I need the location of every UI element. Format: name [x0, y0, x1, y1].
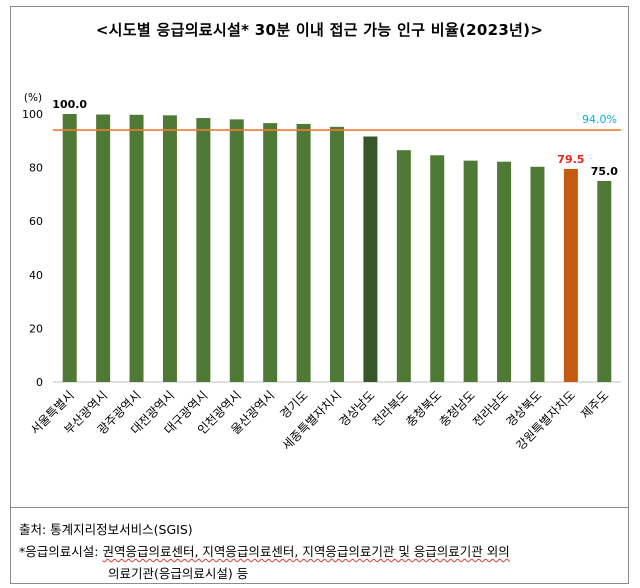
y-tick-label: 100: [22, 108, 43, 121]
bar: [463, 160, 478, 382]
bar: [296, 123, 311, 382]
bar: [563, 168, 578, 382]
footnote-line-1: 권역응급의료센터, 지역응급의료센터, 지역응급의료기관 및 응급의료기관 외의: [102, 544, 510, 559]
notes: 출처: 통계지리정보서비스(SGIS) *응급의료시설: 권역응급의료센터, 지…: [19, 519, 510, 585]
chart-frame: <시도별 응급의료시설* 30분 이내 접근 가능 인구 비율(2023년)> …: [10, 6, 629, 584]
bar: [62, 114, 77, 382]
x-tick-label: 강원특별자치도: [513, 388, 578, 453]
footnote-line-2: 의료기관(응급의료시설) 등: [108, 566, 249, 581]
footnote: *응급의료시설: 권역응급의료센터, 지역응급의료센터, 지역응급의료기관 및 …: [19, 541, 510, 563]
y-tick-label: 40: [29, 269, 43, 282]
y-tick-label: 0: [36, 376, 43, 389]
bar: [396, 150, 411, 382]
x-tick-label: 경상남도: [336, 388, 377, 429]
x-tick-label: 전라북도: [370, 388, 411, 429]
y-tick-label: 20: [29, 322, 43, 335]
x-tick-label: 전라남도: [470, 388, 511, 429]
y-tick-label: 60: [29, 215, 43, 228]
y-axis-unit-label: (%): [24, 92, 42, 104]
x-tick-label: 세종특별자치시: [280, 388, 345, 453]
bar: [363, 136, 378, 382]
x-tick-label: 제주도: [578, 388, 611, 421]
chart-title: <시도별 응급의료시설* 30분 이내 접근 가능 인구 비율(2023년)>: [95, 21, 544, 39]
data-label: 75.0: [591, 165, 618, 178]
bar: [196, 118, 211, 383]
y-tick-label: 80: [29, 162, 43, 175]
bar: [263, 123, 278, 382]
footnote-prefix: *응급의료시설:: [19, 544, 99, 559]
bar: [229, 119, 244, 383]
bar: [597, 181, 612, 382]
bar: [530, 166, 545, 382]
bar: [497, 161, 512, 382]
reference-line-label: 94.0%: [582, 113, 617, 126]
source-note: 출처: 통계지리정보서비스(SGIS): [19, 522, 193, 537]
x-tick-label: 충청남도: [437, 388, 478, 429]
notes-divider: [11, 507, 628, 508]
bar: [430, 155, 445, 382]
bar: [96, 114, 111, 382]
data-label: 100.0: [52, 98, 87, 111]
x-tick-label: 충청북도: [403, 388, 444, 429]
bar-chart: (%)020406080100서울특별시부산광역시광주광역시대전광역시대구광역시…: [22, 92, 621, 453]
bar: [330, 126, 344, 382]
data-label: 79.5: [557, 153, 584, 166]
bar: [129, 114, 144, 382]
bar: [162, 115, 177, 382]
